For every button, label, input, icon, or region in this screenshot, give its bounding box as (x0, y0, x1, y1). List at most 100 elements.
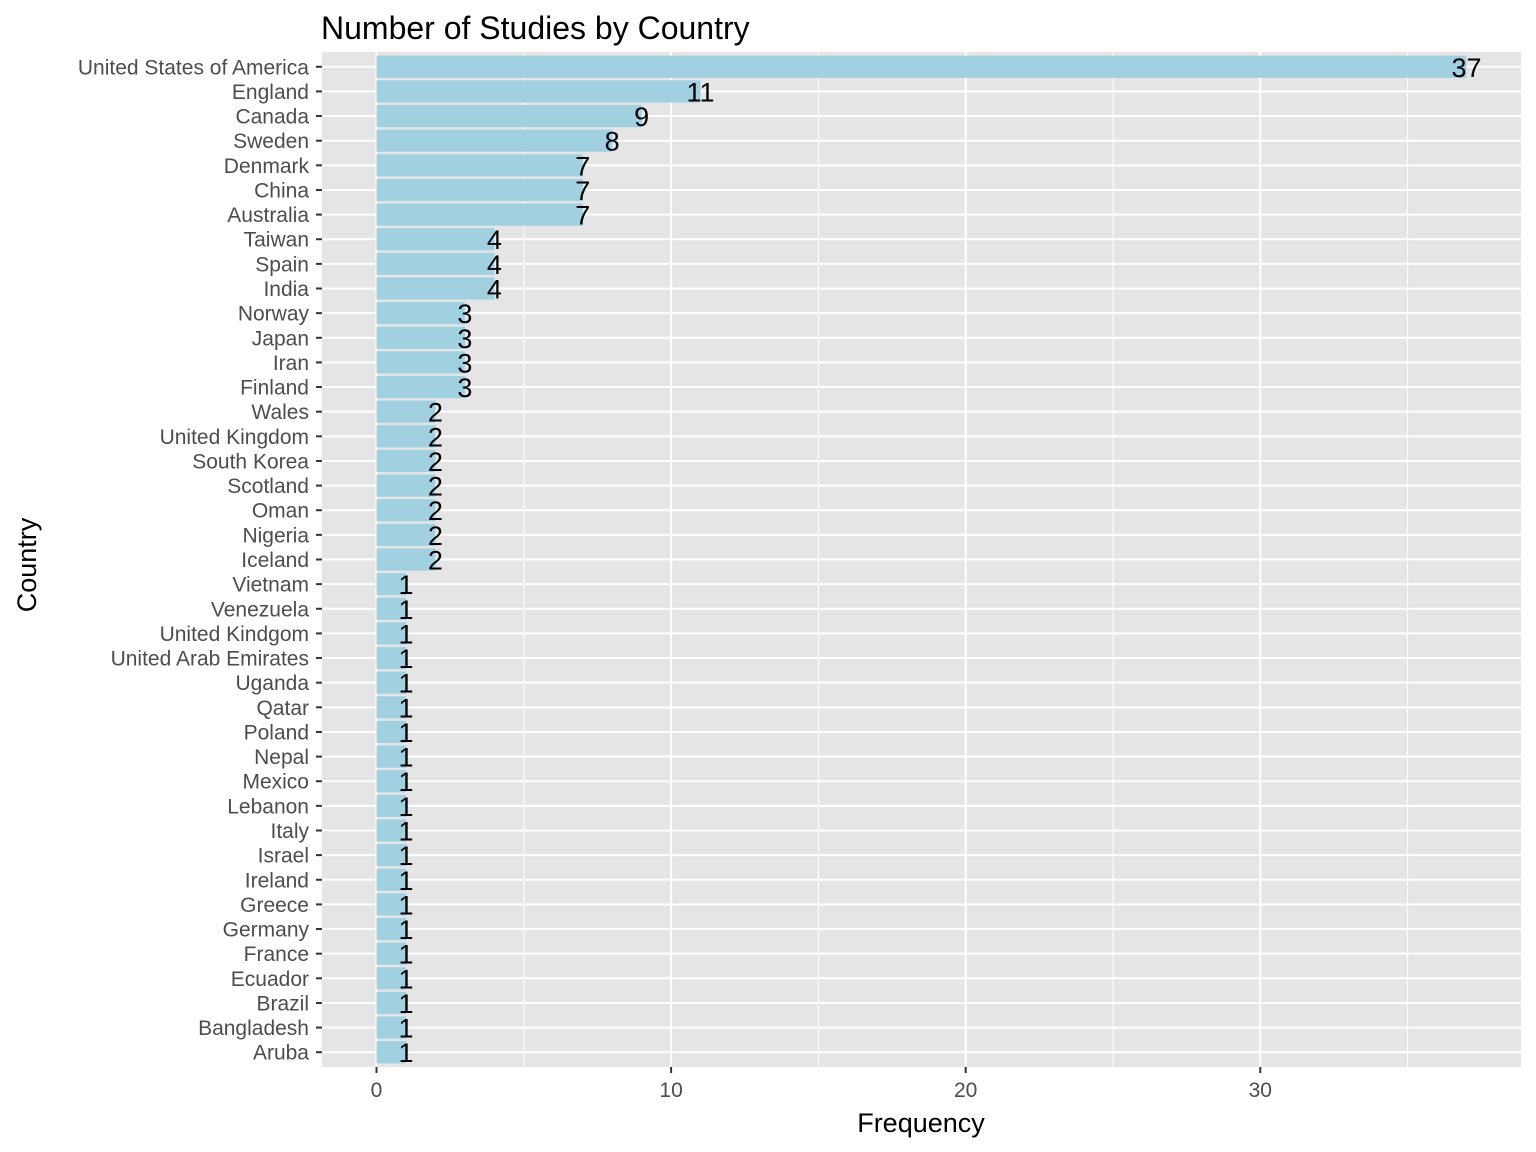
data-label: 7 (575, 151, 590, 181)
y-tick-label: Ireland (245, 869, 309, 892)
y-tick-label: Lebanon (227, 795, 309, 818)
y-tick-label: United Arab Emirates (111, 648, 309, 671)
data-label: 1 (398, 693, 413, 723)
bar (376, 597, 406, 620)
y-tick-label: Scotland (227, 475, 309, 498)
y-tick-label: Germany (223, 919, 310, 942)
y-tick-label: Japan (252, 327, 309, 350)
data-label: 3 (457, 324, 472, 354)
data-label: 1 (398, 841, 413, 871)
bar (376, 893, 406, 916)
bar (376, 228, 495, 251)
bar (376, 252, 495, 275)
bar (376, 868, 406, 891)
y-tick-label: United Kingdom (160, 426, 309, 449)
bars (376, 55, 1467, 1064)
y-tick-label: Ecuador (231, 968, 309, 991)
data-label: 1 (398, 964, 413, 994)
bar (376, 942, 406, 965)
data-label: 2 (428, 546, 443, 576)
data-label: 3 (457, 348, 472, 378)
bar (376, 351, 465, 374)
y-tick-label: Vietnam (232, 574, 309, 597)
y-tick-label: United States of America (78, 56, 309, 79)
bar (376, 720, 406, 744)
data-label: 1 (398, 718, 413, 748)
data-label: 2 (428, 447, 443, 477)
y-tick-label: Bangladesh (198, 1017, 309, 1040)
x-tick-label: 10 (659, 1079, 682, 1102)
data-label: 2 (428, 496, 443, 526)
bar (376, 55, 1467, 78)
y-tick-label: Nigeria (242, 524, 309, 547)
data-label: 1 (398, 940, 413, 970)
data-label: 3 (457, 299, 472, 329)
bar (376, 523, 436, 546)
data-label: 37 (1451, 53, 1481, 83)
data-label: 1 (398, 669, 413, 699)
y-tick-label: Oman (252, 500, 309, 523)
data-label: 1 (398, 989, 413, 1019)
data-label: 1 (398, 767, 413, 797)
y-tick-label: Brazil (256, 992, 309, 1015)
data-label: 2 (428, 398, 443, 428)
bar (376, 991, 406, 1015)
y-tick-label: Denmark (224, 155, 310, 178)
bar (376, 671, 406, 694)
chart-title: Number of Studies by Country (321, 10, 750, 46)
data-label: 11 (687, 77, 715, 107)
y-tick-label: Canada (235, 106, 309, 129)
y-tick-label: Australia (227, 204, 309, 227)
y-tick-label: Iceland (241, 549, 309, 572)
y-axis-title: Country (12, 517, 42, 612)
y-tick-label: Wales (251, 401, 309, 424)
data-label: 1 (398, 792, 413, 822)
bar (376, 400, 436, 423)
bar (376, 499, 436, 522)
bar (376, 474, 436, 497)
bar (376, 425, 436, 448)
bar (376, 844, 406, 867)
y-tick-label: Taiwan (244, 229, 309, 252)
bar (376, 277, 495, 300)
data-label: 1 (398, 570, 413, 600)
y-tick-label: Sweden (233, 130, 309, 153)
data-label: 1 (398, 816, 413, 846)
y-tick-label: Spain (255, 253, 309, 276)
x-axis-title: Frequency (857, 1108, 985, 1138)
bar (376, 745, 406, 768)
y-tick-label: South Korea (192, 450, 309, 473)
data-label: 1 (398, 644, 413, 674)
bar (376, 154, 583, 177)
y-tick-label: Aruba (253, 1042, 309, 1065)
data-label: 4 (487, 250, 502, 280)
data-label: 1 (398, 743, 413, 773)
data-label: 1 (398, 595, 413, 625)
x-tick-label: 0 (371, 1079, 383, 1102)
bar (376, 696, 406, 719)
bar (376, 203, 583, 226)
data-label: 4 (487, 275, 502, 305)
data-label: 2 (428, 472, 443, 502)
y-tick-label: Italy (270, 820, 309, 843)
data-label: 3 (457, 373, 472, 403)
bar (376, 326, 465, 349)
y-tick-label: Uganda (235, 672, 309, 695)
bar (376, 302, 465, 325)
bar (376, 770, 406, 793)
y-tick-label: Greece (240, 894, 309, 917)
y-tick-label: Iran (273, 352, 309, 375)
y-tick-label: Nepal (254, 746, 309, 769)
bar (376, 646, 406, 670)
y-tick-label: Qatar (256, 697, 309, 720)
y-tick-label: India (263, 278, 309, 301)
bar (376, 1041, 406, 1064)
data-label: 4 (487, 225, 502, 255)
y-tick-label: Israel (258, 845, 309, 868)
bar (376, 80, 701, 103)
y-tick-label: Norway (238, 303, 310, 326)
y-axis: United States of AmericaEnglandCanadaSwe… (78, 56, 322, 1065)
data-label: 7 (575, 176, 590, 206)
bar (376, 104, 642, 128)
